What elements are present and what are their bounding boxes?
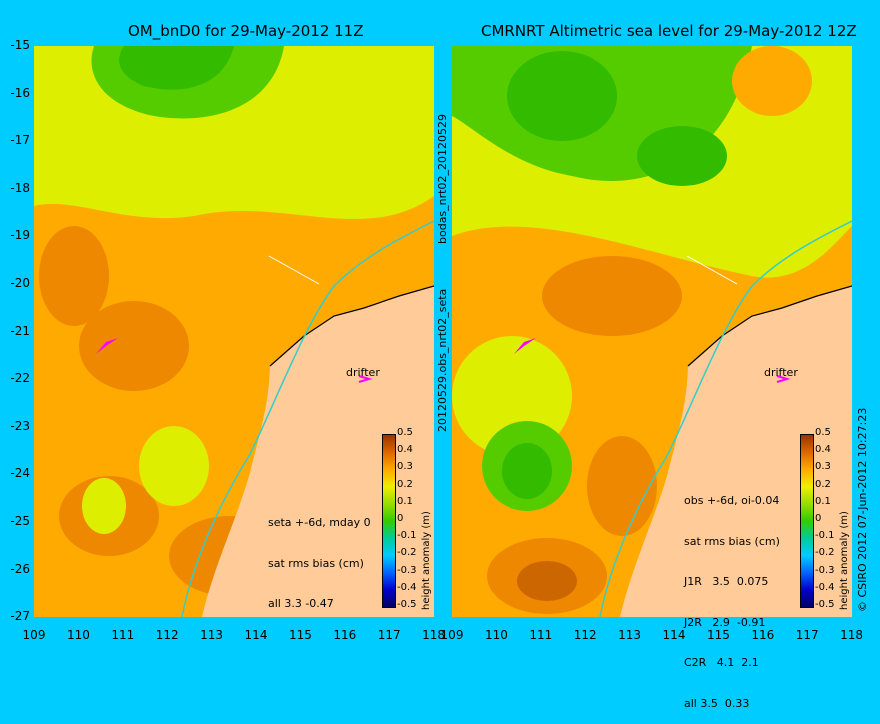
- latitude-tick-label: -18: [10, 180, 30, 195]
- longitude-tick-label: 116: [333, 628, 357, 642]
- colorbar-tick-label: -0.3: [397, 564, 417, 576]
- latitude-tick-label: -15: [10, 38, 30, 52]
- longitude-tick-label: 113: [200, 628, 224, 642]
- colorbar-tick-label: 0: [397, 513, 404, 524]
- model-file-label: bodas_nrt02_20120529: [436, 114, 449, 244]
- left-map-title: OM_bnD0 for 29-May-2012 11Z: [128, 22, 364, 40]
- latitude-tick-label: -26: [10, 561, 30, 576]
- latitude-tick-label: -23: [10, 418, 30, 433]
- left-map-graphic: [34, 46, 434, 617]
- right-colorbar-title: height anomaly (m): [839, 511, 850, 610]
- right-map-panel: [452, 46, 852, 617]
- longitude-tick-label: 109: [440, 628, 464, 642]
- longitude-tick-label: 117: [795, 628, 819, 642]
- colorbar-tick-label: -0.1: [397, 530, 417, 542]
- obs-file-label: 20120529.obs_nrt02_seta: [436, 288, 449, 432]
- longitude-tick-label: 109: [22, 628, 46, 642]
- colorbar-tick-label: -0.2: [397, 547, 417, 559]
- right-drifter-label: drifter: [764, 366, 798, 379]
- latitude-tick-label: -17: [10, 133, 30, 148]
- longitude-tick-label: 113: [618, 628, 642, 642]
- colorbar-tick-label: 0.5: [815, 427, 831, 438]
- colorbar-tick-label: 0: [815, 513, 822, 524]
- longitude-tick-label: 117: [377, 628, 401, 642]
- colorbar-tick-label: 0.2: [397, 478, 413, 490]
- longitude-tick-label: 110: [66, 628, 90, 642]
- colorbar-tick-label: -0.2: [815, 547, 835, 559]
- longitude-tick-label: 114: [662, 628, 686, 642]
- longitude-tick-label: 111: [529, 628, 553, 642]
- left-stats: seta +-6d, mday 0 sat rms bias (cm) all …: [268, 516, 371, 610]
- colorbar-tick-label: 0.4: [397, 444, 413, 456]
- longitude-tick-label: 114: [244, 628, 268, 642]
- colorbar-tick-label: 0.1: [815, 495, 831, 507]
- colorbar-tick-label: -0.4: [815, 581, 835, 593]
- longitude-tick-label: 110: [484, 628, 508, 642]
- right-stats: obs +-6d, oi-0.04 sat rms bias (cm) J1R …: [684, 494, 780, 710]
- right-colorbar: [800, 434, 814, 608]
- longitude-tick-label: 116: [751, 628, 775, 642]
- latitude-tick-label: -16: [10, 85, 30, 100]
- right-map-graphic: [452, 46, 852, 617]
- left-map-panel: [34, 46, 434, 617]
- longitude-tick-label: 111: [111, 628, 135, 642]
- colorbar-tick-label: 0.3: [397, 461, 413, 473]
- copyright-label: © CSIRO 2012 07-Jun-2012 10:27:23: [856, 407, 869, 612]
- left-colorbar-title: height anomaly (m): [421, 511, 432, 610]
- colorbar-tick-label: 0.5: [397, 427, 413, 438]
- latitude-tick-label: -27: [10, 609, 30, 624]
- latitude-tick-label: -19: [10, 228, 30, 243]
- left-colorbar: [382, 434, 396, 608]
- latitude-tick-label: -20: [10, 276, 30, 290]
- latitude-tick-label: -22: [10, 371, 30, 386]
- longitude-tick-label: 112: [573, 628, 597, 642]
- longitude-tick-label: 118: [422, 628, 446, 642]
- colorbar-tick-label: -0.5: [397, 599, 417, 610]
- colorbar-tick-label: -0.4: [397, 581, 417, 593]
- latitude-tick-label: -24: [10, 466, 30, 481]
- left-drifter-label: drifter: [346, 366, 380, 379]
- longitude-tick-label: 115: [288, 628, 312, 642]
- colorbar-tick-label: 0.4: [815, 444, 831, 456]
- longitude-tick-label: 118: [840, 628, 864, 642]
- latitude-tick-label: -25: [10, 514, 30, 528]
- colorbar-tick-label: -0.1: [815, 530, 835, 542]
- colorbar-tick-label: 0.2: [815, 478, 831, 490]
- longitude-tick-label: 112: [155, 628, 179, 642]
- longitude-tick-label: 115: [706, 628, 730, 642]
- colorbar-tick-label: 0.1: [397, 495, 413, 507]
- colorbar-tick-label: -0.5: [815, 599, 835, 610]
- latitude-tick-label: -21: [10, 323, 30, 338]
- colorbar-tick-label: -0.3: [815, 564, 835, 576]
- colorbar-tick-label: 0.3: [815, 461, 831, 473]
- right-map-title: CMRNRT Altimetric sea level for 29-May-2…: [481, 22, 857, 40]
